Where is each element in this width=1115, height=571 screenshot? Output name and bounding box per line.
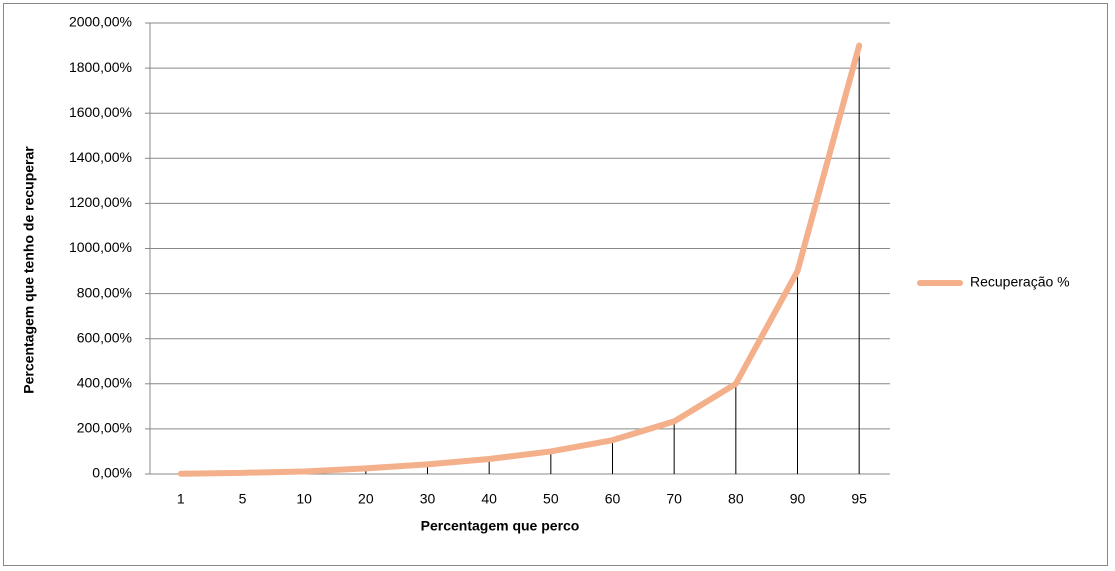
y-tick-label: 1800,00% [69,59,132,75]
y-tick-label: 200,00% [77,420,132,436]
y-tick-label: 1200,00% [69,194,132,210]
x-tick-label: 5 [239,491,247,507]
y-tick-label: 600,00% [77,329,132,345]
x-tick-label: 30 [420,491,436,507]
x-tick-label: 90 [790,491,806,507]
x-tick-label: 40 [481,491,497,507]
x-tick-label: 10 [296,491,312,507]
y-tick-label: 800,00% [77,284,132,300]
x-tick-label: 60 [605,491,621,507]
x-tick-label: 70 [666,491,682,507]
x-tick-label: 20 [358,491,374,507]
x-tick-label: 95 [851,491,867,507]
legend-label: Recuperação % [970,274,1070,290]
y-tick-label: 0,00% [92,465,132,481]
y-tick-label: 2000,00% [69,14,132,30]
x-tick-label: 50 [543,491,559,507]
x-axis-label: Percentagem que perco [421,518,580,534]
series-line [177,42,863,477]
y-tick-label: 400,00% [77,375,132,391]
y-tick-label: 1400,00% [69,149,132,165]
y-tick-label: 1600,00% [69,104,132,120]
y-tick-label: 1000,00% [69,239,132,255]
y-axis-label: Percentagem que tenho de recuperar [21,146,37,394]
x-tick-label: 1 [177,491,185,507]
x-tick-label: 80 [728,491,744,507]
